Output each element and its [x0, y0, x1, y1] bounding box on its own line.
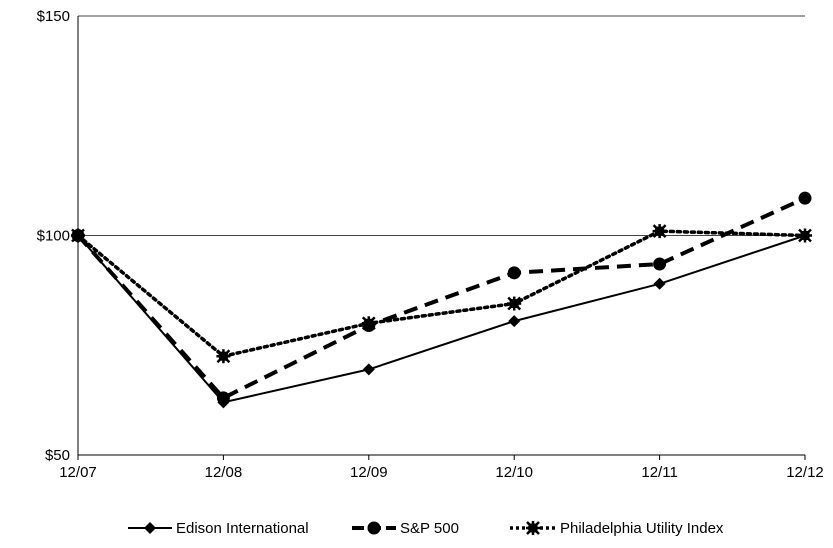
legend-item: Edison International — [128, 520, 309, 537]
data-point — [653, 277, 666, 290]
x-tick-label: 12/08 — [205, 464, 243, 481]
data-point — [652, 224, 667, 239]
legend: Edison International S&P 500 Philadelphia … — [128, 520, 724, 537]
legend-label: Philadelphia Utility Index — [560, 520, 724, 537]
series-edison-international — [72, 229, 811, 409]
data-point — [798, 191, 812, 205]
data-point — [507, 266, 521, 280]
data-point — [362, 363, 375, 376]
legend-marker — [144, 522, 156, 534]
legend-label: Edison International — [176, 520, 309, 537]
data-point — [216, 349, 231, 364]
x-tick-label: 12/07 — [59, 464, 97, 481]
series-lines — [71, 191, 812, 409]
data-point — [217, 396, 230, 409]
legend-label: S&P 500 — [400, 520, 459, 537]
data-point — [799, 229, 811, 242]
legend-marker — [367, 521, 381, 535]
series-s-p-500 — [71, 191, 812, 405]
y-tick-label: $100 — [37, 228, 70, 245]
series-line — [76, 196, 806, 400]
x-tick-label: 12/09 — [350, 464, 388, 481]
legend-marker — [526, 521, 540, 535]
gridlines — [78, 15, 805, 456]
y-tick-label: $150 — [37, 8, 70, 25]
x-tick-label: 12/10 — [495, 464, 533, 481]
y-tick-label: $50 — [45, 447, 70, 464]
legend-item: Philadelphia Utility Index — [510, 520, 724, 537]
series-line — [76, 229, 807, 358]
x-tick-label: 12/11 — [641, 464, 677, 481]
data-point — [653, 257, 667, 271]
data-point — [507, 296, 522, 311]
axes — [77, 16, 806, 460]
legend-item: S&P 500 — [352, 520, 459, 537]
data-point — [72, 229, 84, 242]
x-tick-label: 12/12 — [786, 464, 824, 481]
data-point — [508, 315, 521, 328]
y-axis-tick-labels: $50 $100 $150 — [37, 8, 70, 464]
series-line — [77, 234, 806, 404]
data-point — [362, 318, 376, 332]
x-axis-tick-labels: 12/07 12/08 12/09 12/10 12/11 12/12 — [59, 464, 824, 481]
